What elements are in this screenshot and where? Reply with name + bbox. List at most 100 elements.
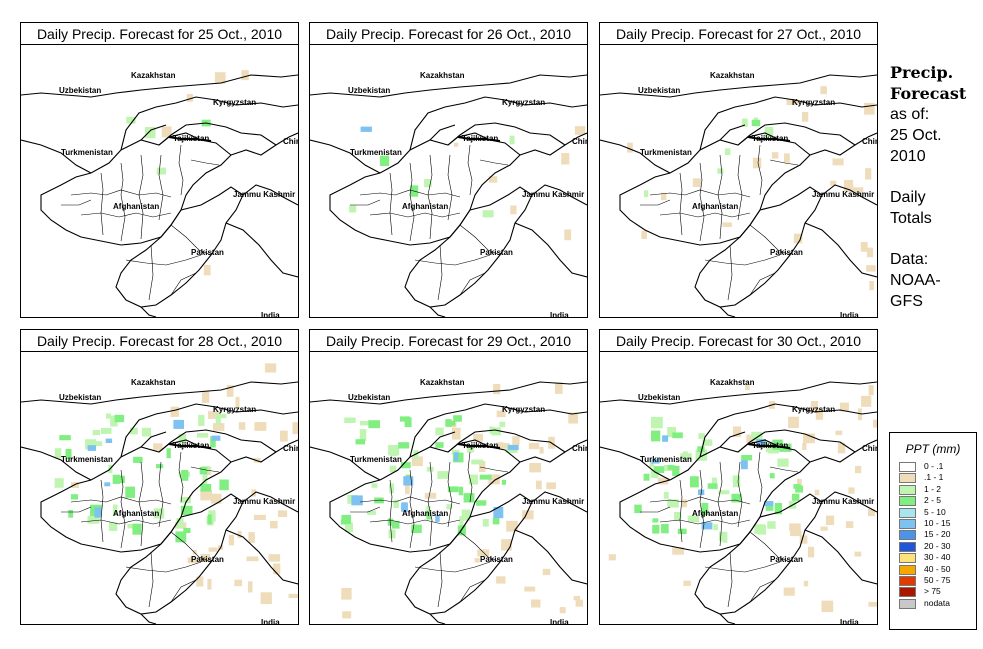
country-border xyxy=(699,96,877,151)
precip-cell xyxy=(795,485,803,493)
map-label-turkmenistan: Turkmenistan xyxy=(350,148,402,157)
precip-cell xyxy=(651,430,661,442)
precip-cell xyxy=(488,176,498,183)
legend-swatch xyxy=(899,598,916,609)
precip-cell xyxy=(643,473,650,481)
province-border xyxy=(125,561,202,573)
legend-swatch xyxy=(899,462,916,472)
legend-label: 10 - 15 xyxy=(924,517,951,528)
map-label-uzbekistan: Uzbekistan xyxy=(59,86,101,95)
precip-cell xyxy=(474,558,480,563)
province-border xyxy=(757,144,763,196)
precip-cell xyxy=(866,265,876,272)
province-border xyxy=(414,254,491,266)
precip-cell xyxy=(757,525,766,535)
precip-map: Kazakhstan Uzbekistan Kyrgyzstan Tajikistan… xyxy=(20,44,299,318)
forecast-panel: Daily Precip. Forecast for 26 Oct., 2010… xyxy=(309,22,588,324)
precip-cell xyxy=(411,524,422,533)
precip-cell xyxy=(170,406,179,417)
province-border xyxy=(170,224,212,256)
precip-cell xyxy=(90,441,103,446)
precip-cell xyxy=(340,519,347,525)
precip-cell xyxy=(845,521,854,528)
precip-cell xyxy=(197,433,209,438)
precip-map: Kazakhstan Uzbekistan Kyrgyzstan Tajikistan… xyxy=(309,44,588,318)
precip-cell xyxy=(451,449,460,455)
province-border xyxy=(80,519,172,525)
precip-cell xyxy=(531,599,541,608)
country-border xyxy=(120,403,298,458)
map-label-kazakhstan: Kazakhstan xyxy=(420,378,465,387)
precip-cell xyxy=(391,521,400,529)
forecast-panel: Daily Precip. Forecast for 28 Oct., 2010… xyxy=(20,329,299,631)
precip-cell xyxy=(510,205,517,215)
precip-cell xyxy=(651,416,663,429)
province-border xyxy=(459,272,486,296)
precip-cell xyxy=(764,126,774,137)
precip-cell xyxy=(702,439,713,446)
precip-cell xyxy=(264,363,277,373)
map-label-turkmenistan: Turkmenistan xyxy=(640,455,692,464)
map-label-tajikistan: Tajikistan xyxy=(462,441,498,450)
precip-cell xyxy=(54,448,62,459)
precip-cell xyxy=(153,443,163,451)
precip-cell xyxy=(672,465,680,476)
map-label-jammu-kashmir: Jammu Kashmir xyxy=(812,497,874,506)
precip-cell xyxy=(662,435,669,442)
map-label-turkmenistan: Turkmenistan xyxy=(61,455,113,464)
precip-cell xyxy=(667,465,674,470)
country-border xyxy=(600,139,671,174)
precip-cell xyxy=(68,510,74,518)
legend-title: PPT (mm) xyxy=(905,442,961,456)
precip-cell xyxy=(183,527,191,533)
precip-cell xyxy=(424,492,437,499)
province-border xyxy=(727,244,733,301)
precip-cell xyxy=(807,546,815,558)
map-label-pakistan: Pakistan xyxy=(770,555,803,564)
country-border xyxy=(310,139,381,174)
map-label-china: China xyxy=(862,137,877,146)
country-border xyxy=(514,529,587,585)
precip-cell xyxy=(784,153,790,163)
country-border xyxy=(409,403,587,458)
legend-label: 20 - 30 xyxy=(924,540,951,551)
province-border xyxy=(100,479,104,543)
precip-cell xyxy=(501,443,510,449)
province-border xyxy=(158,461,164,528)
country-border xyxy=(737,122,856,146)
precip-cell xyxy=(864,102,875,115)
legend-label: 1 - 2 xyxy=(924,483,942,494)
precip-cell xyxy=(539,446,544,454)
country-border xyxy=(719,306,736,317)
precip-cell xyxy=(344,417,356,423)
precip-cell xyxy=(771,152,779,159)
map-label-tajikistan: Tajikistan xyxy=(173,134,209,143)
precip-cell xyxy=(848,487,855,494)
precip-cell xyxy=(672,547,684,555)
precip-cell xyxy=(192,550,197,555)
precip-cell xyxy=(724,148,731,155)
legend-item: 10 - 15 xyxy=(890,517,976,530)
precip-cell xyxy=(468,474,478,485)
precip-cell xyxy=(752,157,762,169)
precip-cell xyxy=(482,210,494,218)
map-label-kyrgyzstan: Kyrgyzstan xyxy=(792,405,835,414)
precip-cell xyxy=(741,455,753,461)
precip-cell xyxy=(488,474,500,485)
precip-cell xyxy=(722,531,728,543)
province-border xyxy=(459,579,486,603)
legend-item: > 75 xyxy=(890,586,976,598)
precip-cell xyxy=(344,522,353,533)
precip-cell xyxy=(246,556,259,562)
map-label-uzbekistan: Uzbekistan xyxy=(638,393,680,402)
map-label-kyrgyzstan: Kyrgyzstan xyxy=(792,98,835,107)
province-border xyxy=(757,451,763,503)
precip-map: Kazakhstan Uzbekistan Kyrgyzstan Tajikistan… xyxy=(599,44,878,318)
legend-item: 2 - 5 xyxy=(890,495,976,507)
precip-cell xyxy=(114,414,125,423)
precip-cell xyxy=(389,465,397,473)
country-border xyxy=(21,381,298,405)
precip-cell xyxy=(178,433,187,444)
province-border xyxy=(61,506,92,513)
